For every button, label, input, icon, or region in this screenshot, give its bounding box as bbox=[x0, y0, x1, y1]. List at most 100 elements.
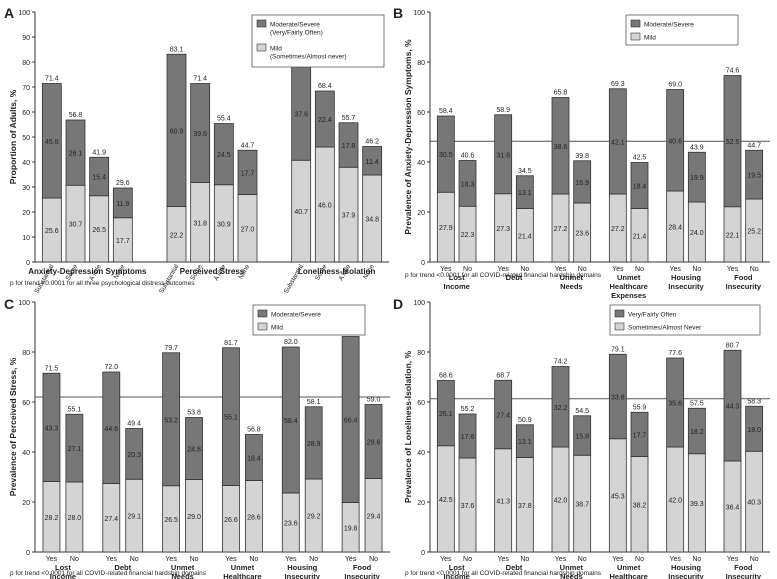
data-label-mild: 37.8 bbox=[518, 503, 532, 510]
legend-label: Sometimes/Almost Never bbox=[628, 325, 702, 332]
group-label: Debt bbox=[506, 273, 523, 282]
data-label-severe: 18.0 bbox=[747, 427, 761, 434]
group-label: Healthcare bbox=[609, 572, 647, 579]
legend-label: Very/Fairly Often bbox=[628, 312, 677, 319]
legend-swatch bbox=[256, 43, 267, 52]
x-tick-label: No bbox=[750, 556, 759, 563]
data-label-severe: 11.9 bbox=[116, 201, 129, 208]
data-label-mild: 42.5 bbox=[439, 497, 453, 504]
data-label-mild: 21.4 bbox=[633, 233, 647, 240]
group-label: Insecurity bbox=[668, 282, 704, 291]
y-tick-label: 20 bbox=[22, 210, 30, 217]
data-label-total: 68.6 bbox=[439, 373, 453, 380]
data-label-mild: 29.0 bbox=[187, 514, 201, 521]
data-label-total: 79.1 bbox=[611, 346, 625, 353]
x-tick-label: Yes bbox=[285, 556, 297, 563]
group-label: Perceived Stress bbox=[180, 267, 245, 276]
data-label-mild: 42.0 bbox=[668, 498, 682, 505]
bar-segment-severe bbox=[185, 417, 203, 480]
data-label-severe: 33.8 bbox=[611, 395, 625, 402]
data-label-total: 56.8 bbox=[247, 427, 261, 434]
bar-segment-severe bbox=[304, 406, 323, 480]
data-label-total: 44.7 bbox=[241, 142, 255, 149]
legend-swatch bbox=[630, 32, 641, 41]
data-label-total: 58.3 bbox=[747, 398, 761, 405]
bar-segment-severe bbox=[515, 175, 534, 209]
bar-segment-severe bbox=[65, 119, 86, 186]
bar-segment-severe bbox=[515, 424, 534, 458]
data-label-total: 83.1 bbox=[170, 46, 184, 53]
group-label: Debt bbox=[114, 563, 131, 572]
x-tick-label: No bbox=[249, 556, 258, 563]
x-tick-label: Yes bbox=[225, 556, 237, 563]
data-label-total: 54.5 bbox=[575, 408, 589, 415]
x-tick-label: Yes bbox=[669, 266, 681, 273]
y-tick-label: 0 bbox=[26, 260, 30, 267]
data-label-severe: 39.6 bbox=[193, 131, 207, 138]
group-label: Needs bbox=[560, 572, 583, 579]
bar-segment-severe bbox=[436, 380, 455, 447]
x-tick-label: No bbox=[309, 556, 318, 563]
data-label-mild: 36.4 bbox=[726, 505, 740, 512]
y-tick-label: 80 bbox=[22, 60, 30, 67]
data-label-total: 81.7 bbox=[224, 340, 238, 347]
bar-segment-severe bbox=[666, 89, 685, 192]
data-label-severe: 11.4 bbox=[366, 159, 379, 166]
data-label-severe: 31.6 bbox=[496, 152, 510, 159]
x-tick-label: Yes bbox=[612, 556, 624, 563]
bar-segment-severe bbox=[666, 357, 685, 448]
data-label-total: 77.6 bbox=[668, 350, 682, 357]
data-label-mild: 27.9 bbox=[439, 225, 453, 232]
data-label-mild: 28.0 bbox=[68, 515, 82, 522]
y-tick-label: 100 bbox=[413, 10, 425, 17]
data-label-total: 65.8 bbox=[554, 90, 568, 97]
y-tick-label: 0 bbox=[26, 550, 30, 557]
bar-segment-severe bbox=[125, 428, 144, 480]
data-label-mild: 38.2 bbox=[633, 502, 647, 509]
data-label-mild: 29.2 bbox=[307, 514, 321, 521]
y-axis-title: Prevalence of Loneliness-Isolation, % bbox=[403, 351, 413, 504]
data-label-mild: 22.1 bbox=[726, 232, 740, 239]
legend-box bbox=[609, 304, 761, 336]
bar-segment-severe bbox=[65, 413, 84, 483]
y-tick-label: 40 bbox=[417, 450, 425, 457]
x-tick-label: No bbox=[130, 556, 139, 563]
group-label: Debt bbox=[506, 563, 523, 572]
legend-swatch bbox=[257, 309, 268, 318]
group-label: Insecurity bbox=[726, 282, 762, 291]
data-label-severe: 24.5 bbox=[217, 152, 231, 159]
group-label: Income bbox=[444, 282, 470, 291]
x-tick-label: No bbox=[635, 266, 644, 273]
y-tick-label: 40 bbox=[22, 160, 30, 167]
y-tick-label: 70 bbox=[22, 85, 30, 92]
data-label-severe: 38.6 bbox=[554, 144, 568, 151]
x-tick-label: Yes bbox=[46, 556, 58, 563]
bar-segment-severe bbox=[630, 162, 649, 209]
bar-segment-severe bbox=[573, 415, 592, 456]
data-label-severe: 18.2 bbox=[690, 429, 704, 436]
y-tick-label: 30 bbox=[22, 185, 30, 192]
x-tick-label: No bbox=[70, 556, 79, 563]
bar-segment-severe bbox=[551, 97, 570, 195]
x-tick-label: Yes bbox=[555, 556, 567, 563]
data-label-severe: 15.4 bbox=[92, 175, 106, 182]
x-tick-label: No bbox=[692, 266, 701, 273]
data-label-severe: 15.8 bbox=[575, 434, 589, 441]
data-label-severe: 17.8 bbox=[342, 143, 356, 150]
x-tick-label: No bbox=[520, 556, 529, 563]
y-tick-label: 100 bbox=[413, 300, 425, 307]
data-label-severe: 18.4 bbox=[633, 184, 647, 191]
data-label-mild: 46.0 bbox=[318, 203, 332, 210]
data-label-severe: 28.9 bbox=[307, 441, 321, 448]
x-tick-label: Yes bbox=[345, 556, 357, 563]
data-label-mild: 27.2 bbox=[554, 226, 568, 233]
data-label-total: 79.7 bbox=[164, 345, 178, 352]
y-tick-label: 10 bbox=[22, 235, 30, 242]
legend-label: Mild bbox=[644, 35, 656, 42]
data-label-total: 80.7 bbox=[726, 342, 740, 349]
x-tick-label: Substantial bbox=[158, 263, 180, 295]
y-tick-label: 80 bbox=[22, 350, 30, 357]
data-label-total: 69.0 bbox=[668, 82, 682, 89]
y-tick-label: 60 bbox=[417, 110, 425, 117]
x-tick-label: No bbox=[520, 266, 529, 273]
